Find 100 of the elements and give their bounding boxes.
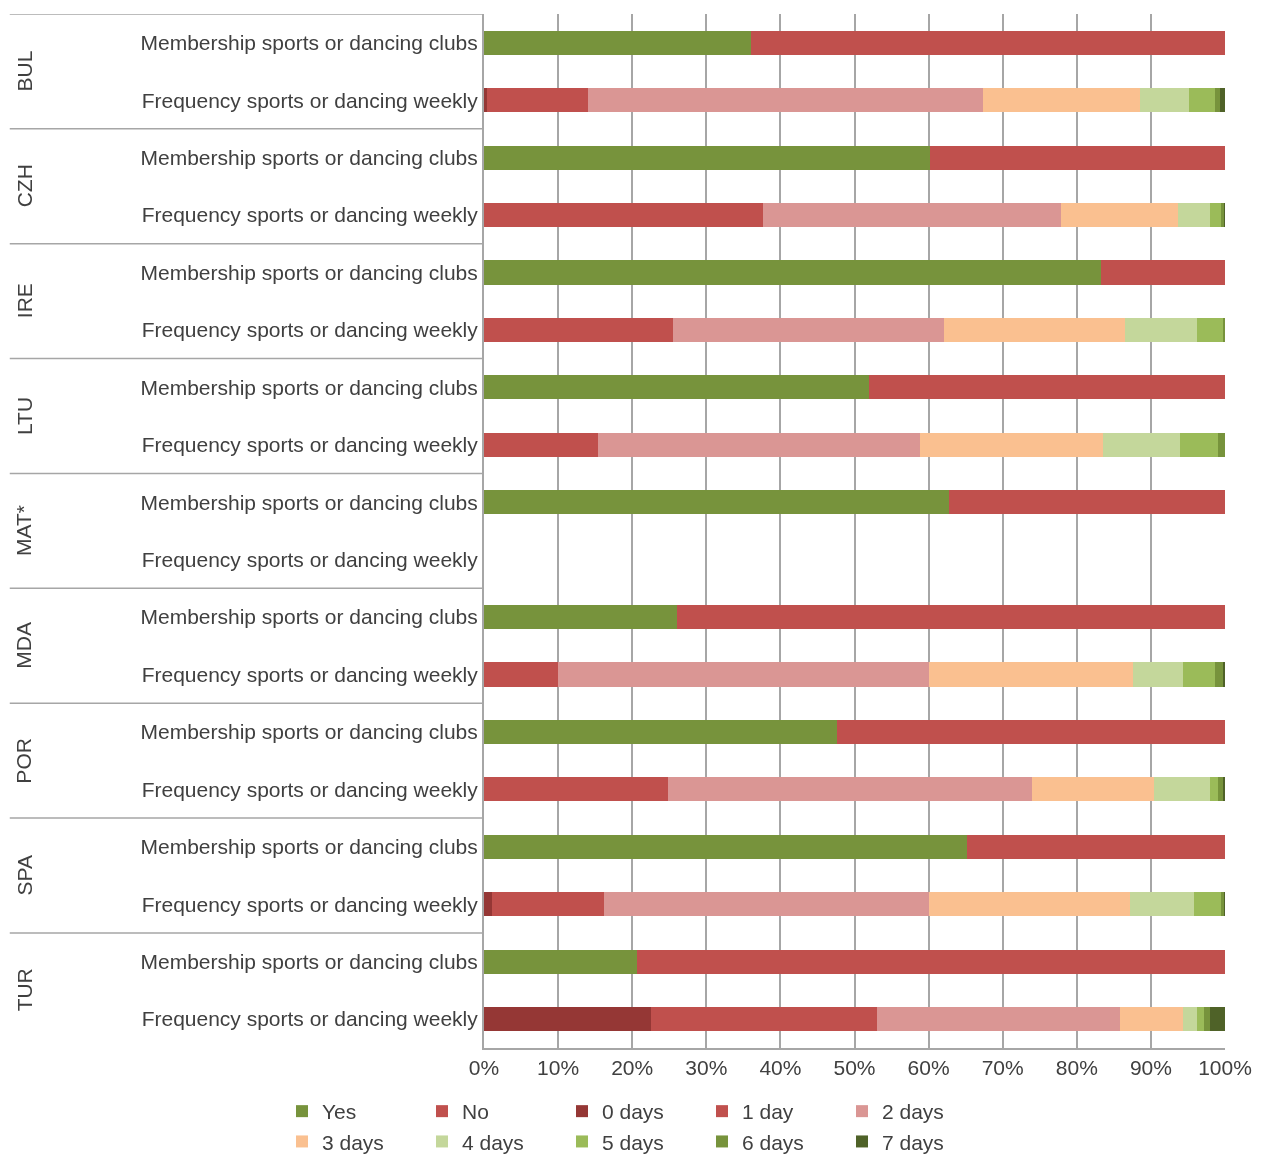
bar [1210,1007,1225,1032]
y-tick-label: Frequency sports or dancing weekly [141,88,479,112]
bar [484,202,763,228]
y-tick-label: Membership sports or dancing clubs [140,31,478,55]
bar [484,1007,652,1032]
bar [484,88,487,113]
bar [1218,777,1223,802]
x-tick-label: 100% [1198,1056,1252,1079]
legend-label: 4 days [462,1130,524,1154]
y-tick-label: Membership sports or dancing clubs [140,375,478,399]
text: BUL [12,50,36,92]
legend-label: 1 day [742,1100,794,1124]
bar [877,1007,1120,1032]
bar [1124,317,1197,342]
bar [1133,662,1183,687]
bar [636,949,1225,974]
legend-label: 7 days [882,1130,944,1154]
bar [1102,432,1180,457]
text: TUR [12,968,36,1012]
y-tick-label: Membership sports or dancing clubs [140,260,478,284]
x-tick-label: 40% [759,1056,802,1079]
bar [1219,88,1225,113]
x-tick-label: 70% [981,1056,1024,1079]
legend-label: 2 days [882,1100,944,1124]
bar [676,604,1225,630]
legend-label: 6 days [742,1130,804,1154]
bar [1193,892,1222,917]
x-tick-label: 90% [1129,1056,1172,1079]
bar [484,375,870,400]
y-tick-label: Frequency sports or dancing weekly [141,892,479,916]
legend-label: 5 days [602,1130,664,1154]
bar [486,88,588,113]
text: POR [12,738,36,784]
bar [1139,88,1189,113]
bar [484,317,673,342]
bar [484,892,493,917]
bar [484,604,677,630]
y-tick-label: Frequency sports or dancing weekly [141,1007,479,1031]
bar [928,892,1131,917]
y-tick-label: Membership sports or dancing clubs [140,490,478,514]
y-tick-label: Membership sports or dancing clubs [140,950,478,973]
bar [1179,432,1219,457]
bar [944,317,1125,342]
bar [1215,662,1223,687]
x-tick-label: 60% [907,1056,950,1079]
bar [667,777,1032,802]
bar [1130,892,1194,917]
bar [492,892,605,917]
text: IRE [12,283,36,319]
y-tick-label: Frequency sports or dancing weekly [141,777,479,801]
x-tick-label: 10% [537,1056,580,1079]
bar [1210,777,1219,802]
bar [484,432,599,457]
legend-label: 0 days [602,1100,664,1124]
y-tick-label: Frequency sports or dancing weekly [141,318,479,342]
bar [1100,260,1225,285]
text: LTU [12,396,36,436]
bar [1031,777,1154,802]
bar [1153,777,1211,802]
bar [1215,88,1220,113]
bar [1178,202,1211,228]
x-tick-label: 50% [833,1056,876,1079]
y-tick-label: Frequency sports or dancing weekly [141,433,479,457]
text: CZH [12,164,36,208]
bar [983,88,1140,113]
text: MAT* [12,504,36,556]
legend-label: 3 days [322,1130,384,1154]
bar [1218,432,1225,457]
x-tick-label: 0% [468,1056,500,1079]
legend-label: Yes [322,1100,357,1124]
bar [930,145,1225,170]
bar [484,834,968,859]
bar [672,317,945,342]
x-tick-label: 80% [1055,1056,1098,1079]
y-tick-label: Frequency sports or dancing weekly [141,547,479,571]
y-tick-label: Membership sports or dancing clubs [140,835,478,859]
bar [484,662,559,687]
bar [604,892,929,917]
bar [967,834,1225,859]
bar [587,88,984,113]
bar [869,375,1225,400]
y-tick-label: Frequency sports or dancing weekly [141,203,479,227]
bar [484,949,637,974]
bar [598,432,921,457]
bar [1204,1007,1211,1032]
bar [1188,88,1216,113]
y-tick-label: Frequency sports or dancing weekly [141,662,479,686]
y-tick-label: Membership sports or dancing clubs [140,145,478,169]
bar [1061,202,1179,228]
text: SPA [12,855,36,896]
bar [1182,1007,1197,1032]
bar [1222,662,1225,687]
bar [484,30,751,55]
bar [1196,317,1223,342]
bar [762,202,1062,228]
bar [1119,1007,1183,1032]
bar [484,145,931,170]
y-tick-label: Membership sports or dancing clubs [140,605,478,629]
bar [1196,1007,1205,1032]
bar [1210,202,1222,228]
